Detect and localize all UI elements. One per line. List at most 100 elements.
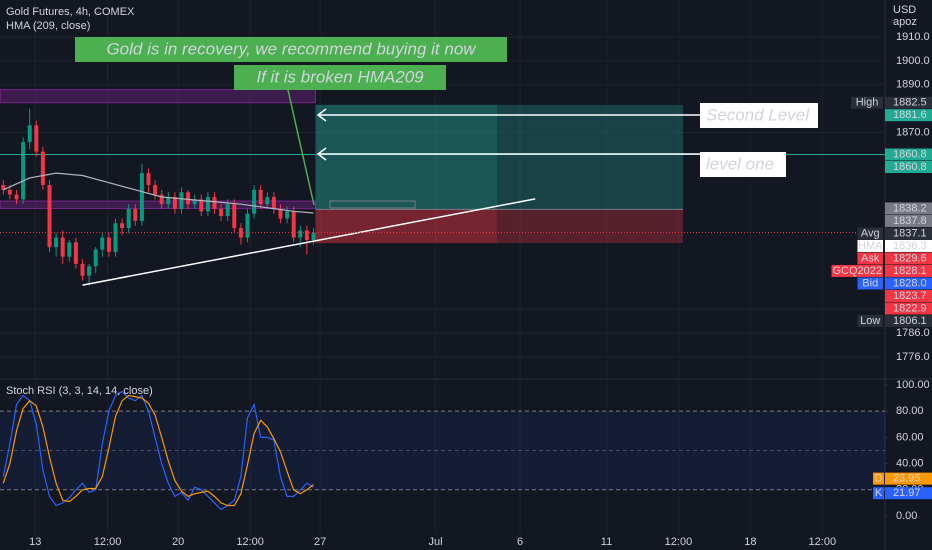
price-tag-value: 1829.6 [893,252,927,264]
price-tag-label-box [857,227,883,240]
currency: USD [893,4,916,16]
price-tag-label-box [831,264,883,277]
target-zone [496,104,684,210]
candle-body [40,151,45,186]
candle-body [278,208,283,219]
zone [0,89,316,104]
candle-body [192,199,197,205]
annotation: level one [706,154,774,173]
x-tick-label: 18 [744,536,756,548]
annotation: If it is broken HMA209 [256,67,424,86]
candle-body [179,192,184,209]
y-tick-label: 60.00 [896,431,924,443]
price-tag-value: 1823.7 [893,290,927,302]
candle-body [60,237,65,257]
candle-body [87,266,92,276]
candle-body [252,189,257,214]
price-tag [885,252,932,265]
candle-body [265,196,270,205]
candle-body [205,196,210,212]
price-tag-label: K [875,487,883,499]
price-tag-label: Low [860,315,880,327]
annotation-arrow [287,89,315,206]
candle-body [54,237,59,248]
candle-body [80,263,85,276]
x-tick-label: Jul [429,536,443,548]
candle-body [106,237,111,252]
candle-body [298,230,303,238]
price-tag-value: 1836.3 [893,240,927,252]
candle-body [232,204,237,229]
y-tick-label: 1890.0 [896,79,930,91]
annotation-box [75,37,507,62]
candle-body [159,194,164,205]
price-tag [885,487,932,500]
candle-body [34,125,39,152]
price-tag [885,96,932,109]
scale-label: apoz [893,16,917,28]
price-tag-value: 1806.1 [893,315,927,327]
x-tick-label: 20 [172,536,184,548]
price-tag [885,302,932,315]
y-tick-label: 1900.0 [896,55,930,67]
price-tag [885,264,932,277]
arrow-head [316,147,327,161]
y-tick-label: 1776.0 [896,351,930,363]
price-tag [885,160,932,173]
candle-body [219,208,224,217]
candle-body [186,192,191,205]
annotation-box [700,152,786,177]
x-tick-label: 6 [517,536,523,548]
candle-body [291,211,296,238]
candle-body [212,196,217,209]
price-tag-value: 1881.6 [893,109,927,121]
price-tag-value: 23.95 [893,473,921,485]
price-tag-value: 1860.8 [893,161,927,173]
stoch-line [2,394,314,507]
price-tag-value: 1822.9 [893,302,927,314]
x-tick-label: 12:00 [94,536,122,548]
candle-body [27,125,32,143]
candle-body [304,230,309,240]
price-tag [885,148,932,161]
candle-body [258,189,263,205]
y-tick-label: 80.00 [896,405,924,417]
annotation-box [700,103,818,128]
annotation-box [234,65,446,90]
price-tag-label-box [873,487,884,500]
stop-zone [315,209,497,244]
price-tag-label: Avg [861,227,880,239]
price-tag-value: 1837.8 [893,215,927,227]
x-tick-label: 12:00 [809,536,837,548]
y-tick-label: 100.00 [896,379,930,391]
price-tag-label-box [857,277,883,290]
candle-body [126,208,131,229]
price-tag-value: 21.97 [893,487,921,499]
price-tag-label: D [875,473,883,485]
indicator-label: Stoch RSI (3, 3, 14, 14, close) [6,385,153,397]
price-tag-label: HMA [858,240,883,252]
price-tag [885,214,932,227]
candle-body [153,185,158,195]
price-tag-label: Ask [861,252,880,264]
price-tag-value: 1837.1 [893,227,927,239]
annotation: Second Level [706,105,810,124]
candle-body [7,189,12,195]
price-tag-label-box [857,239,883,252]
x-tick-label: 13 [29,536,41,548]
candle-body [1,185,6,190]
candle-body [47,185,52,248]
x-tick-label: 12:00 [236,536,264,548]
price-tag-label: High [856,97,879,109]
candle-body [146,173,151,186]
hma-line [3,172,314,214]
candle-body [139,173,144,221]
price-tag [885,277,932,290]
candle-body [225,204,230,217]
candle-body [311,232,316,240]
chart-title: Gold Futures, 4h, COMEX [6,6,135,18]
x-tick-label: 27 [314,536,326,548]
candle-body [245,213,250,238]
